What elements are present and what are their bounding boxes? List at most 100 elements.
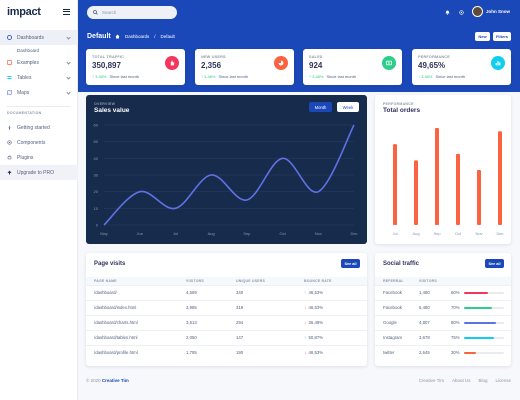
dashboard-icon xyxy=(7,35,12,40)
x-tick-label: Oct xyxy=(279,231,286,236)
filters-button[interactable]: Filters xyxy=(493,32,511,41)
stat-icon-badge xyxy=(491,56,505,70)
footer-link[interactable]: Blog xyxy=(478,378,488,383)
column-header: REFERRAL xyxy=(375,277,419,285)
table-row[interactable]: Facebook 5,480 70% xyxy=(375,299,511,315)
sidebar-item-getting-started[interactable]: Getting started xyxy=(0,120,78,135)
cell-visitors: 2,050 xyxy=(186,329,236,345)
footer-links: Creative Tim About Us Blog License xyxy=(419,378,511,383)
sidebar-item-tables[interactable]: Tables xyxy=(0,70,78,85)
progress-bar xyxy=(463,321,504,324)
brand-logo[interactable]: impact xyxy=(7,6,41,18)
cell-referral: Google xyxy=(375,314,419,330)
x-tick-label: Aug xyxy=(412,231,419,236)
progress-fill xyxy=(463,336,494,339)
bell-icon[interactable] xyxy=(445,10,450,15)
stat-card-traffic: TOTAL TRAFFIC 350,897 ↑ 3.48% Since last … xyxy=(86,49,185,85)
cell-bounce: ↓ 46,53% xyxy=(304,344,367,360)
table-row[interactable]: Facebook 1,480 60% xyxy=(375,284,511,300)
table-row[interactable]: /dashboard/charts.html 3,513 294 ↓ 36,49% xyxy=(86,314,367,330)
table-row[interactable]: Instagram 3,678 75% xyxy=(375,329,511,345)
search-input[interactable]: Search xyxy=(87,6,177,19)
social-traffic-table: REFERRAL VISITORS Facebook 1,480 60% Facebo… xyxy=(375,277,511,360)
footer-link[interactable]: Creative Tim xyxy=(418,378,444,383)
cell-page: /dashboard/profile.html xyxy=(86,344,186,360)
footer-author-link[interactable]: Creative Tim xyxy=(101,378,129,383)
stat-since: Since last month xyxy=(109,74,140,79)
sidebar-item-label: Maps xyxy=(17,89,30,96)
stat-footer: ↑ 3.48% Since last month xyxy=(309,74,356,79)
tab-week[interactable]: Week xyxy=(337,102,359,112)
footer-link[interactable]: License xyxy=(495,378,511,383)
tab-month[interactable]: Month xyxy=(309,102,332,112)
footer-link[interactable]: About Us xyxy=(451,378,471,383)
stat-value: 2,356 xyxy=(201,61,222,70)
sidebar-item-examples[interactable]: Examples xyxy=(0,55,78,70)
cell-visitors: 4,807 xyxy=(419,314,451,330)
table-row[interactable]: /dashboard/index.html 3,985 319 ↓ 46,53% xyxy=(86,299,367,315)
stat-footer: ↑ 3.48% Since last month xyxy=(201,74,248,79)
new-button[interactable]: New xyxy=(475,32,490,41)
cell-bounce: ↑ 46,53% xyxy=(304,284,367,300)
y-tick-label: 0 xyxy=(96,223,99,228)
stat-since: Since last month xyxy=(218,74,249,79)
sidebar-item-components[interactable]: Components xyxy=(0,135,78,150)
sidebar-item-dashboards[interactable]: Dashboards xyxy=(0,30,78,45)
table-row[interactable]: /dashboard/tables.html 2,050 147 ↑ 50,87% xyxy=(86,329,367,345)
stat-label: NEW USERS xyxy=(201,55,226,59)
sidebar-subitem-dashboard[interactable]: Dashboard xyxy=(17,47,40,53)
progress-fill xyxy=(463,306,492,309)
chevron-right-icon xyxy=(66,90,71,95)
page-visits-card: Page visits See all PAGE NAME VISITORS U… xyxy=(86,253,367,366)
x-tick-label: Jul xyxy=(173,231,178,236)
chart-overline: OVERVIEW xyxy=(94,102,116,106)
sidebar-item-label: Plugins xyxy=(17,154,34,161)
column-header xyxy=(451,277,511,285)
table-row[interactable]: Google 4,807 80% xyxy=(375,314,511,330)
see-all-button[interactable]: See all xyxy=(341,259,360,268)
chevron-right-icon xyxy=(66,75,71,80)
sales-line-chart: 0 10 20 30 40 50 60 May Jun Jul Aug Sep Oct Nov Dec xyxy=(94,123,358,237)
user-menu[interactable]: John Snow xyxy=(472,6,510,17)
hand-icon xyxy=(170,60,175,66)
sidebar-item-label: Components xyxy=(17,139,46,146)
menu-toggle-icon[interactable] xyxy=(63,9,70,15)
table-row[interactable]: /dashboard/4,569 340 ↑ 46,53% xyxy=(86,284,367,300)
page-title: Default xyxy=(87,33,111,40)
x-tick-label: Dec xyxy=(350,231,357,236)
examples-icon xyxy=(7,60,12,65)
x-tick-label: Oct xyxy=(455,231,462,236)
y-tick-label: 20 xyxy=(94,189,99,194)
breadcrumb-item[interactable]: Dashboards xyxy=(125,34,150,39)
chart-title: Total orders xyxy=(383,107,421,114)
sales-chart-card: OVERVIEW Sales value Month Week 0 10 20 30 4… xyxy=(86,95,367,244)
apps-icon[interactable] xyxy=(459,10,464,15)
sidebar-item-maps[interactable]: Maps xyxy=(0,85,78,100)
table-row[interactable]: twitter 2,645 30% xyxy=(375,344,511,360)
sidebar-item-label: Dashboards xyxy=(17,34,44,41)
sidebar-docs-nav: Getting started Components Plugins Upgra… xyxy=(0,120,78,180)
social-traffic-card: Social traffic See all REFERRAL VISITORS… xyxy=(375,253,511,366)
home-icon[interactable] xyxy=(115,34,120,39)
cell-visitors: 3,985 xyxy=(186,299,236,315)
cell-bounce: ↓ 46,53% xyxy=(304,299,367,315)
stat-card-new-users: NEW USERS 2,356 ↑ 3.48% Since last month xyxy=(195,49,294,85)
sidebar-item-label: Getting started xyxy=(17,124,50,131)
sidebar-item-upgrade[interactable]: Upgrade to PRO xyxy=(0,165,78,180)
sidebar-item-plugins[interactable]: Plugins xyxy=(0,150,78,165)
arrow-down-icon: ↓ xyxy=(304,305,307,310)
bar xyxy=(393,144,397,225)
breadcrumb-separator: / xyxy=(154,34,156,39)
arrow-up-icon: ↑ xyxy=(304,335,307,340)
orders-bar-chart: Jul Aug Sep Oct Nov Dec xyxy=(392,128,504,236)
cell-unique: 190 xyxy=(236,344,304,360)
column-header: UNIQUE USERS xyxy=(236,277,304,285)
table-row[interactable]: /dashboard/profile.html 1,795 190 ↓ 46,53% xyxy=(86,344,367,360)
see-all-button[interactable]: See all xyxy=(485,259,504,268)
x-tick-label: Nov xyxy=(315,231,322,236)
stat-card-performance: PERFORMANCE 49,65% ↑ 3.48% Since last mon… xyxy=(412,49,511,85)
maps-icon xyxy=(7,90,12,95)
cell-progress: 75% xyxy=(451,329,511,345)
cell-visitors: 4,569 xyxy=(186,284,236,300)
stat-since: Since last month xyxy=(326,74,357,79)
